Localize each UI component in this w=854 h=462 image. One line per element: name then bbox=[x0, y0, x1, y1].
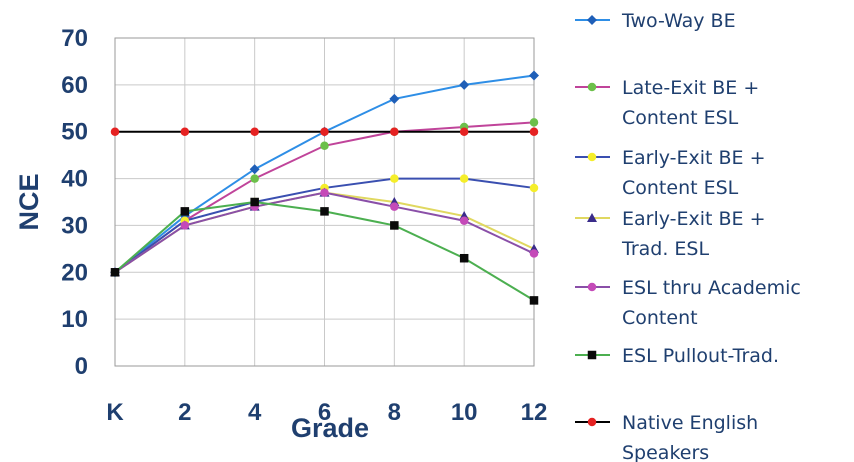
y-tick-label: 70 bbox=[61, 25, 88, 52]
y-tick-label: 10 bbox=[61, 306, 88, 333]
data-point-circle bbox=[459, 127, 469, 136]
y-tick-label: 20 bbox=[61, 259, 88, 286]
legend-label: Native English bbox=[622, 412, 758, 434]
y-tick-label: 30 bbox=[61, 212, 88, 239]
data-point-diamond bbox=[389, 93, 400, 104]
data-point-circle bbox=[180, 127, 190, 136]
data-point-square bbox=[587, 350, 597, 360]
data-point-diamond bbox=[459, 79, 470, 90]
legend-label: Late-Exit BE + bbox=[622, 77, 759, 99]
data-point-diamond bbox=[529, 70, 539, 81]
legend-item: Early-Exit BE + Content ESL bbox=[575, 147, 766, 199]
data-point-circle bbox=[390, 127, 399, 136]
data-point-triangle bbox=[587, 213, 597, 222]
series-5 bbox=[110, 188, 539, 277]
legend-item: Late-Exit BE + Content ESL bbox=[575, 77, 759, 129]
legend-label: Content ESL bbox=[622, 177, 739, 199]
data-point-circle bbox=[459, 174, 469, 183]
data-point-circle bbox=[320, 141, 329, 151]
legend-item: Two-Way BE bbox=[575, 10, 736, 32]
data-point-circle bbox=[587, 152, 597, 162]
plot-frame bbox=[114, 37, 535, 367]
x-tick-label: K bbox=[106, 399, 124, 426]
legend-label: ESL thru Academic bbox=[622, 277, 801, 299]
legend-label: Speakers bbox=[622, 442, 709, 462]
data-point-square bbox=[180, 207, 190, 216]
y-tick-label: 50 bbox=[61, 119, 88, 146]
data-point-square bbox=[110, 268, 120, 277]
series-6 bbox=[110, 197, 539, 305]
data-point-circle bbox=[529, 127, 539, 136]
y-tick-label: 60 bbox=[61, 72, 88, 99]
legend-label: Early-Exit BE + bbox=[622, 147, 766, 169]
data-point-square bbox=[459, 253, 469, 263]
data-point-circle bbox=[529, 249, 539, 258]
x-axis-title: Grade bbox=[291, 413, 369, 443]
data-point-circle bbox=[587, 282, 597, 292]
legend-label: Early-Exit BE + bbox=[622, 208, 766, 230]
legend-item: ESL Pullout-Trad. bbox=[575, 345, 779, 367]
data-point-circle bbox=[529, 118, 539, 127]
data-point-circle bbox=[459, 216, 469, 225]
data-point-circle bbox=[587, 417, 597, 427]
data-point-circle bbox=[320, 127, 329, 136]
legend-label: Trad. ESL bbox=[621, 238, 709, 260]
data-point-circle bbox=[180, 221, 190, 230]
data-point-diamond bbox=[249, 164, 260, 175]
y-tick-label: 40 bbox=[61, 166, 88, 193]
y-tick-label: 0 bbox=[75, 353, 88, 380]
data-point-circle bbox=[390, 202, 399, 211]
x-tick-label: 12 bbox=[521, 399, 548, 426]
y-axis-title: NCE bbox=[14, 173, 44, 230]
legend-item: ESL thru Academic Content bbox=[575, 277, 801, 329]
legend-label: Content bbox=[622, 307, 698, 329]
data-point-circle bbox=[587, 82, 597, 92]
data-point-circle bbox=[250, 127, 259, 136]
x-tick-label: 2 bbox=[178, 399, 191, 426]
data-point-circle bbox=[529, 183, 539, 193]
grid bbox=[114, 37, 535, 367]
data-point-square bbox=[250, 197, 259, 207]
data-point-circle bbox=[390, 174, 399, 183]
data-point-square bbox=[529, 296, 539, 305]
data-point-square bbox=[390, 221, 399, 230]
legend-label: ESL Pullout-Trad. bbox=[622, 345, 779, 367]
legend-label: Content ESL bbox=[622, 107, 739, 129]
data-point-circle bbox=[320, 188, 329, 197]
legend-label: Two-Way BE bbox=[621, 10, 736, 32]
data-point-diamond bbox=[587, 15, 597, 25]
x-axis-ticks: K 2 4 6 8 10 12 bbox=[106, 399, 547, 426]
y-axis-ticks: 0 10 20 30 40 50 60 70 bbox=[61, 25, 88, 380]
data-point-circle bbox=[110, 127, 120, 136]
x-tick-label: 10 bbox=[451, 399, 478, 426]
data-point-circle bbox=[250, 174, 259, 183]
x-tick-label: 4 bbox=[248, 399, 262, 426]
data-point-square bbox=[320, 207, 329, 216]
x-tick-label: 8 bbox=[388, 399, 401, 426]
series-7 bbox=[110, 127, 539, 136]
x-tick-label: 6 bbox=[318, 399, 331, 426]
series-layer bbox=[110, 70, 539, 305]
legend-item: Early-Exit BE + Trad. ESL bbox=[575, 208, 766, 260]
legend-item: Native English Speakers bbox=[575, 412, 758, 462]
